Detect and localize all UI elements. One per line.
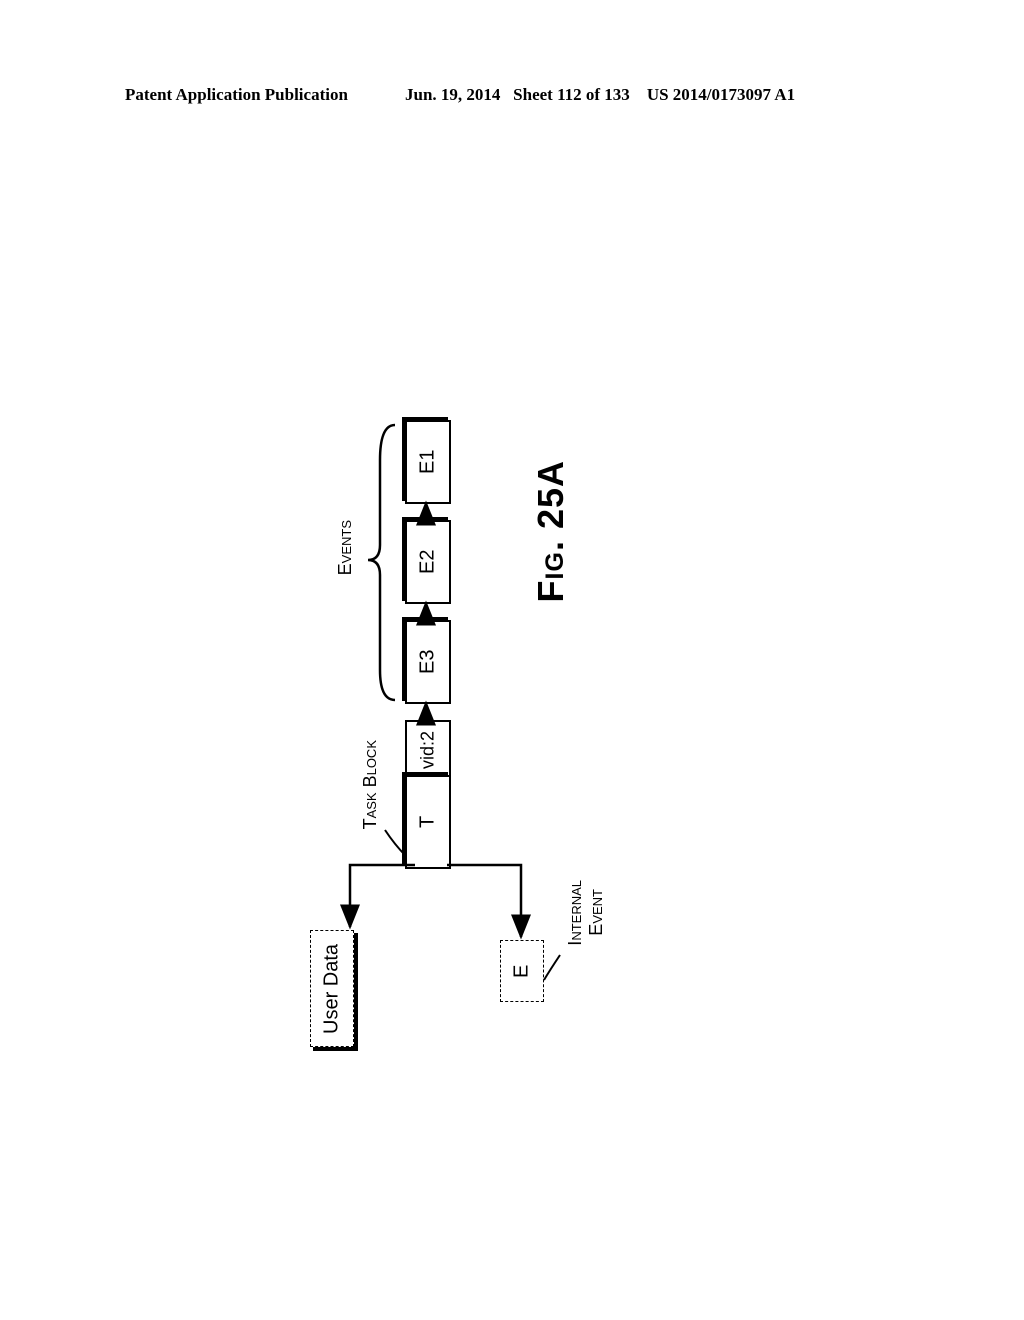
figure-25a: Fig. 25A E1 E2 E3 vid:2 T User Data E Ev… (230, 400, 830, 1000)
figure-title: Fig. 25A (530, 460, 572, 602)
node-vid: vid:2 (405, 720, 451, 779)
node-e2: E2 (405, 520, 451, 604)
node-e: E (500, 940, 544, 1002)
header-right: Jun. 19, 2014 Sheet 112 of 133 US 2014/0… (405, 85, 795, 105)
header-publication: Patent Application Publication (125, 85, 348, 105)
node-e3: E3 (405, 620, 451, 704)
node-e1: E1 (405, 420, 451, 504)
task-block-label: Task Block (360, 740, 381, 829)
internal-event-label: Internal Event (565, 880, 607, 946)
events-label: Events (335, 520, 356, 575)
node-t: T (405, 775, 451, 869)
node-user-data: User Data (310, 930, 354, 1047)
